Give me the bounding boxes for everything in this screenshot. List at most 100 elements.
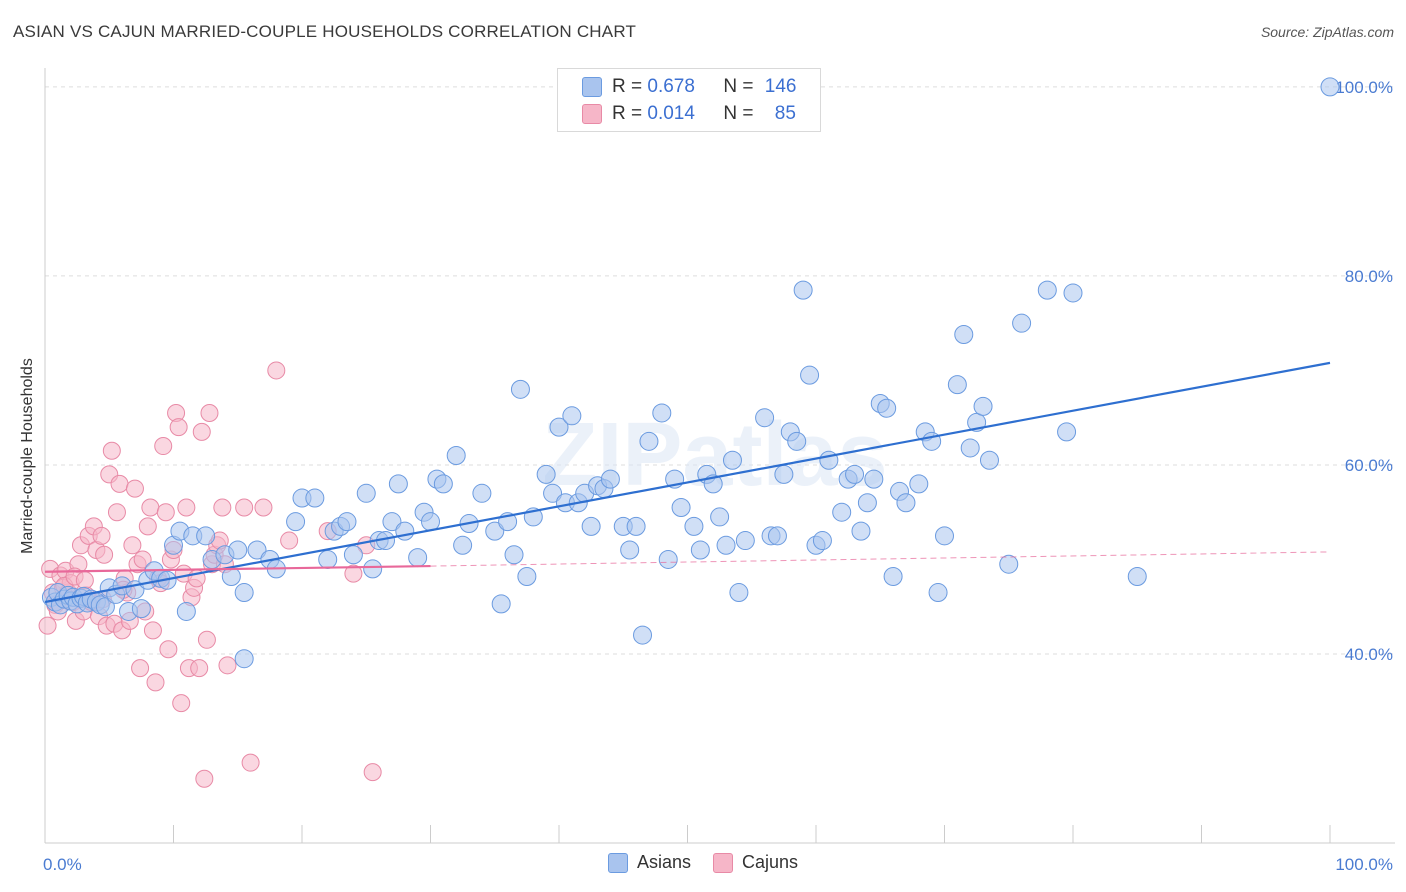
asian-point xyxy=(710,507,730,527)
cajun-point xyxy=(156,503,175,522)
asian-point xyxy=(774,464,794,484)
cajun-point xyxy=(133,550,152,569)
asian-point xyxy=(1037,280,1057,300)
cajun-legend-swatch xyxy=(713,852,733,873)
asian-point xyxy=(947,375,967,395)
asian-point xyxy=(1057,422,1077,442)
legend-item-asians[interactable]: Asians xyxy=(607,852,691,873)
cajun-point xyxy=(92,526,111,545)
asian-swatch xyxy=(582,77,602,97)
asian-point xyxy=(883,566,903,586)
asian-point xyxy=(658,549,678,569)
asian-point xyxy=(517,566,537,586)
asian-point xyxy=(671,497,691,517)
legend-item-cajuns[interactable]: Cajuns xyxy=(713,852,798,873)
asian-point xyxy=(581,516,601,536)
asian-point xyxy=(337,512,357,532)
cajun-n-label: N = xyxy=(723,103,759,124)
asian-point xyxy=(549,417,569,437)
axes xyxy=(44,68,1395,844)
asian-point xyxy=(388,474,408,494)
asian-point xyxy=(626,516,646,536)
asian-point xyxy=(800,365,820,385)
cajun-point xyxy=(197,630,216,649)
cajun-point xyxy=(241,753,260,772)
asian-point xyxy=(131,599,151,619)
asian-point xyxy=(999,554,1019,574)
cajun-point xyxy=(172,694,191,713)
asian-point xyxy=(408,548,428,568)
cajun-point xyxy=(146,673,165,692)
asian-point xyxy=(1063,283,1083,303)
cajun-point xyxy=(143,621,162,640)
asian-point xyxy=(485,521,505,541)
asian-point xyxy=(684,516,704,536)
cajun-point xyxy=(125,479,144,498)
chart-title: ASIAN VS CAJUN MARRIED-COUPLE HOUSEHOLDS… xyxy=(13,22,637,41)
asian-point xyxy=(247,540,267,560)
cajun-point xyxy=(192,422,211,441)
x-tick-label: 100.0% xyxy=(1335,855,1393,874)
asian-point xyxy=(343,545,363,565)
asian-point xyxy=(896,493,916,513)
asian-point xyxy=(979,450,999,470)
asian-point xyxy=(95,597,115,617)
asian-point xyxy=(652,403,672,423)
y-tick-label: 60.0% xyxy=(1345,456,1393,475)
asian-point xyxy=(845,464,865,484)
asian-point xyxy=(620,540,640,560)
asian-point xyxy=(973,396,993,416)
cajun-r-value: 0.014 xyxy=(647,103,695,124)
asian-points xyxy=(41,77,1340,669)
asian-point xyxy=(1127,566,1147,586)
asian-point xyxy=(234,583,254,603)
asian-trend-line xyxy=(44,361,1331,604)
source-label: Source: ZipAtlas.com xyxy=(1260,24,1394,40)
cajun-swatch xyxy=(582,104,602,124)
asian-point xyxy=(382,512,402,532)
asian-point xyxy=(433,474,453,494)
cajun-point xyxy=(190,659,209,678)
trend-lines xyxy=(44,361,1331,604)
asian-point xyxy=(491,594,511,614)
cajun-point xyxy=(159,640,178,659)
cajun-point xyxy=(75,571,94,590)
asian-point xyxy=(787,431,807,451)
asian-point xyxy=(510,379,530,399)
y-tick-label: 100.0% xyxy=(1335,78,1393,97)
cajun-point xyxy=(235,498,254,517)
cajun-point xyxy=(102,441,121,460)
asian-point xyxy=(716,535,736,555)
tick-labels: 40.0% 60.0% 80.0% 100.0% 0.0% 100.0% xyxy=(43,78,1393,874)
asian-n-label: N = xyxy=(723,76,759,97)
asian-point xyxy=(536,464,556,484)
cajun-point xyxy=(110,474,129,493)
asian-point xyxy=(421,512,440,532)
cajun-point xyxy=(254,498,273,517)
asian-point xyxy=(176,601,196,621)
cajun-point xyxy=(154,437,173,456)
asian-legend-swatch xyxy=(607,852,628,873)
cajun-point xyxy=(107,503,126,522)
asian-legend-label: Asians xyxy=(636,852,691,872)
cajun-point xyxy=(177,498,196,517)
asian-point xyxy=(690,540,710,560)
asian-point xyxy=(812,531,832,551)
cajun-point xyxy=(267,361,286,380)
series-legend: Asians Cajuns xyxy=(0,852,1406,873)
asian-point xyxy=(234,649,254,669)
asian-point xyxy=(729,583,749,603)
asian-point xyxy=(960,438,980,458)
asian-point xyxy=(755,408,775,428)
asian-point xyxy=(286,512,306,532)
asian-point xyxy=(1320,77,1340,97)
cajun-point xyxy=(123,536,142,555)
asian-point xyxy=(228,540,248,560)
asian-point xyxy=(472,483,492,503)
asian-r-value: 0.678 xyxy=(647,76,695,97)
cajun-point xyxy=(344,564,363,583)
asian-point xyxy=(851,521,871,541)
x-tick-label: 0.0% xyxy=(43,855,82,874)
cajun-point xyxy=(363,763,382,782)
asian-point xyxy=(543,483,563,503)
